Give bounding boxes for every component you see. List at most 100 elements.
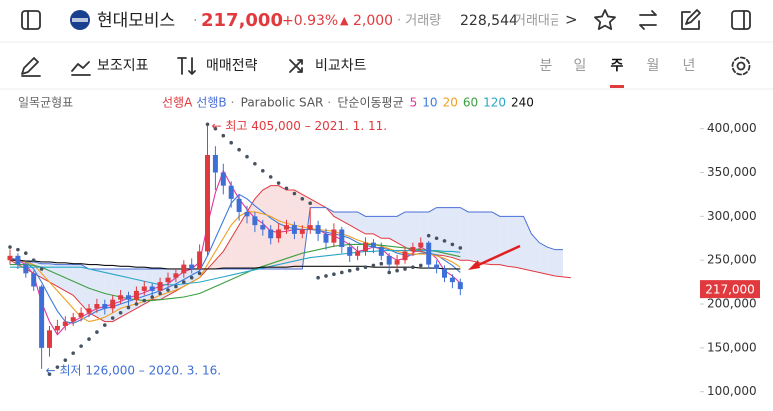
candle-body xyxy=(141,286,147,291)
pointer-arrow xyxy=(468,244,521,270)
draw-button[interactable] xyxy=(21,57,41,77)
candle-body xyxy=(70,317,76,322)
candle-body xyxy=(363,242,368,252)
edit-button[interactable] xyxy=(681,9,701,30)
y-tick-label: 150,000 xyxy=(707,340,757,354)
tool-button[interactable]: 비교차트 xyxy=(315,58,367,74)
sar-dot xyxy=(237,147,241,152)
sar-dot xyxy=(284,186,289,191)
cloud-fill xyxy=(531,233,540,273)
sar-dot xyxy=(47,372,52,376)
candle-body xyxy=(442,268,447,278)
swap-button[interactable] xyxy=(639,10,657,30)
cloud-fill xyxy=(491,211,500,265)
candle-body xyxy=(212,154,218,173)
cloud-fill xyxy=(468,211,477,262)
candle-body xyxy=(378,247,384,256)
legend-item: 선행B xyxy=(196,95,226,110)
period-button[interactable]: 분 xyxy=(540,58,553,74)
ma-line xyxy=(10,249,461,286)
candle-body xyxy=(54,325,60,331)
period-button[interactable]: 일 xyxy=(574,58,587,74)
sidebar-button[interactable] xyxy=(21,10,41,30)
indicator-icon xyxy=(71,61,91,76)
tool-button[interactable]: 매매전략 xyxy=(206,58,258,74)
candle-body xyxy=(149,286,155,291)
legend-item: 20 xyxy=(443,96,458,110)
sar-dot xyxy=(308,201,313,206)
tools: 보조지표 매매전략 비교차트 xyxy=(97,58,367,74)
last-price-label: 217,000 xyxy=(705,283,755,297)
candle-body xyxy=(189,264,195,269)
legend-separator: · xyxy=(231,96,235,110)
last-price-box xyxy=(700,280,760,299)
volume-label: · 거래량 xyxy=(397,14,441,29)
change: 2,000 xyxy=(353,13,393,29)
sar-dot xyxy=(31,258,36,262)
candle-body xyxy=(78,312,84,318)
ma-line xyxy=(9,169,461,336)
y-tick-label: 350,000 xyxy=(707,165,757,179)
sar-dot xyxy=(276,181,281,185)
ma-line xyxy=(10,259,461,270)
cloud-fill xyxy=(389,216,398,243)
stock-name: 현대모비스 xyxy=(97,11,175,31)
legend-item: 240 xyxy=(511,96,534,110)
sar-dot xyxy=(379,261,384,266)
low-annotation: ← 최저 126,000 – 2020. 3. 16. xyxy=(46,363,222,377)
cloud-fill xyxy=(341,211,350,226)
candle-body xyxy=(331,229,337,243)
sar-dot xyxy=(363,265,368,270)
cloud-fill xyxy=(373,216,382,239)
period-button[interactable]: 월 xyxy=(647,58,660,74)
cloud-fill xyxy=(223,238,232,269)
sar-dot xyxy=(16,247,20,252)
candle-body xyxy=(62,321,68,326)
cloud-fill xyxy=(231,225,240,269)
logo-mark xyxy=(72,18,88,22)
cloud-fill xyxy=(397,211,405,248)
candle-body xyxy=(347,247,353,256)
sar-dot xyxy=(126,305,131,310)
candle-body xyxy=(197,251,203,269)
separator: · xyxy=(193,13,197,29)
settings-button[interactable] xyxy=(731,56,751,76)
candle-body xyxy=(402,251,408,261)
period-button[interactable]: 주 xyxy=(611,58,624,74)
sar-dot xyxy=(24,251,28,255)
candle-body xyxy=(386,255,392,265)
more-button[interactable]: > xyxy=(565,11,578,29)
sar-dot xyxy=(442,239,447,243)
cloud-fill xyxy=(73,264,82,305)
panel-button[interactable] xyxy=(731,10,751,30)
candle-body xyxy=(418,242,424,248)
y-tick-label: 400,000 xyxy=(707,121,757,135)
sar-dot xyxy=(419,263,423,268)
legend-item: 120 xyxy=(483,96,506,110)
cloud-fill xyxy=(239,211,247,269)
cloud-line xyxy=(10,207,563,270)
cloud-fill xyxy=(507,216,516,268)
chart-title: 일목균형표 xyxy=(18,96,73,110)
sar-dot xyxy=(8,245,12,249)
tool-button[interactable]: 보조지표 xyxy=(97,58,149,74)
cloud-fill xyxy=(412,211,421,252)
candle-body xyxy=(86,308,92,313)
cloud-fill xyxy=(81,264,89,313)
candle-body xyxy=(165,277,171,283)
candle-body xyxy=(173,273,179,278)
cloud-fill xyxy=(278,185,287,269)
sar-dot xyxy=(118,310,123,315)
cloud-fill xyxy=(499,216,508,267)
sar-dot xyxy=(434,236,439,241)
volume: 228,544 xyxy=(460,13,518,29)
candle-body xyxy=(307,225,313,230)
candle-body xyxy=(315,225,321,234)
sar-dot xyxy=(292,191,297,196)
ma-line xyxy=(10,211,461,323)
cloud-fill xyxy=(120,268,129,318)
favorite-button[interactable] xyxy=(594,9,616,30)
period-button[interactable]: 년 xyxy=(683,58,696,74)
sar-dot xyxy=(411,265,415,270)
